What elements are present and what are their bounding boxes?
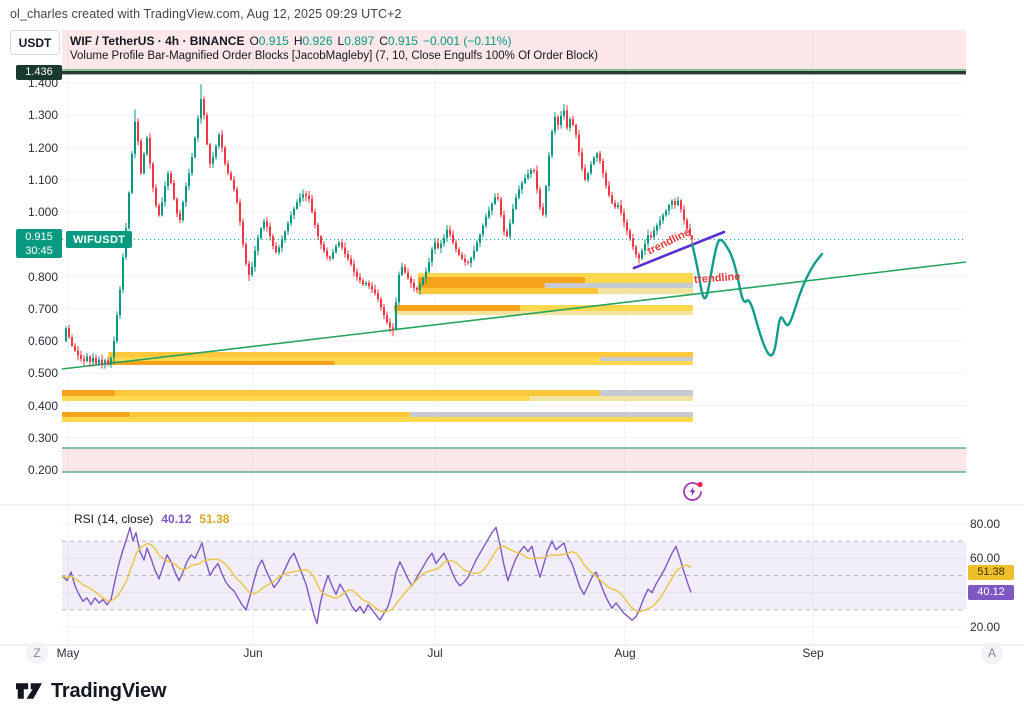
low-label: L xyxy=(337,34,345,48)
open-label: O xyxy=(249,34,259,48)
symbol-title: WIF / TetherUS · 4h · BINANCE xyxy=(70,34,245,48)
price-axis-label: 0.300 xyxy=(27,430,58,445)
price-axis-label: 1.000 xyxy=(27,205,58,219)
currency-toggle-button[interactable]: USDT xyxy=(10,30,60,55)
price-axis-label: 0.700 xyxy=(27,301,58,316)
tradingview-logo[interactable]: TradingView xyxy=(14,678,166,704)
bar-countdown: 30:45 xyxy=(25,245,53,257)
lightning-bolt-icon xyxy=(689,486,696,497)
rsi-legend[interactable]: RSI (14, close) 40.12 51.38 xyxy=(74,512,229,526)
rsi-axis-label: 80.00 xyxy=(970,517,1001,531)
auto-scale-button[interactable]: A xyxy=(981,642,1003,664)
change-value: −0.001 (−0.11%) xyxy=(422,34,512,48)
price-axis-label: 0.500 xyxy=(27,366,58,381)
high-label: H xyxy=(293,34,303,48)
time-axis-label: May xyxy=(56,646,80,660)
close-label: C xyxy=(379,34,388,48)
rsi-axis-label: 20.00 xyxy=(970,620,1001,634)
time-axis-label: Jun xyxy=(243,646,263,660)
price-axis-label: 0.200 xyxy=(27,463,58,477)
close-value: 0.915 xyxy=(387,34,418,48)
current-price-value: 0.915 xyxy=(25,231,53,243)
zoom-out-button[interactable]: Z xyxy=(26,642,48,664)
rsi-smooth-badge: 51.38 xyxy=(968,565,1014,580)
rsi-main-badge: 40.12 xyxy=(968,585,1014,600)
time-axis-label: Jul xyxy=(427,646,443,660)
rsi-title: RSI (14, close) xyxy=(74,512,154,526)
price-axis-label: 1.200 xyxy=(27,140,58,155)
symbol-price-label: WIFUSDT xyxy=(66,231,133,248)
symbol-legend[interactable]: WIF / TetherUS · 4h · BINANCE O0.915 H0.… xyxy=(70,34,511,48)
high-value: 0.926 xyxy=(302,34,333,48)
watermark: ol_charles created with TradingView.com,… xyxy=(10,7,402,21)
open-value: 0.915 xyxy=(258,34,289,48)
time-axis-label: Aug xyxy=(614,646,636,660)
indicator-legend[interactable]: Volume Profile Bar-Magnified Order Block… xyxy=(70,50,598,62)
tradingview-logo-text: TradingView xyxy=(51,679,167,702)
price-axis-label: 1.300 xyxy=(27,108,58,123)
low-value: 0.897 xyxy=(344,34,375,48)
flash-alert-icon[interactable] xyxy=(680,478,706,504)
price-axis-label: 0.800 xyxy=(27,269,58,284)
price-axis-label: 1.100 xyxy=(27,172,58,187)
notification-dot xyxy=(697,481,703,488)
rsi-axis-label: 60.00 xyxy=(970,551,1001,566)
rsi-smooth-value: 51.38 xyxy=(199,512,230,526)
rsi-main-value: 40.12 xyxy=(161,512,192,526)
level-price-badge: 1.436 xyxy=(16,65,62,80)
price-axis-label: 0.400 xyxy=(27,398,58,413)
time-axis-label: Sep xyxy=(802,646,824,660)
current-price-badge: 0.915 30:45 xyxy=(16,229,62,258)
tradingview-logo-mark xyxy=(16,683,42,699)
price-axis-label: 0.600 xyxy=(27,334,58,348)
